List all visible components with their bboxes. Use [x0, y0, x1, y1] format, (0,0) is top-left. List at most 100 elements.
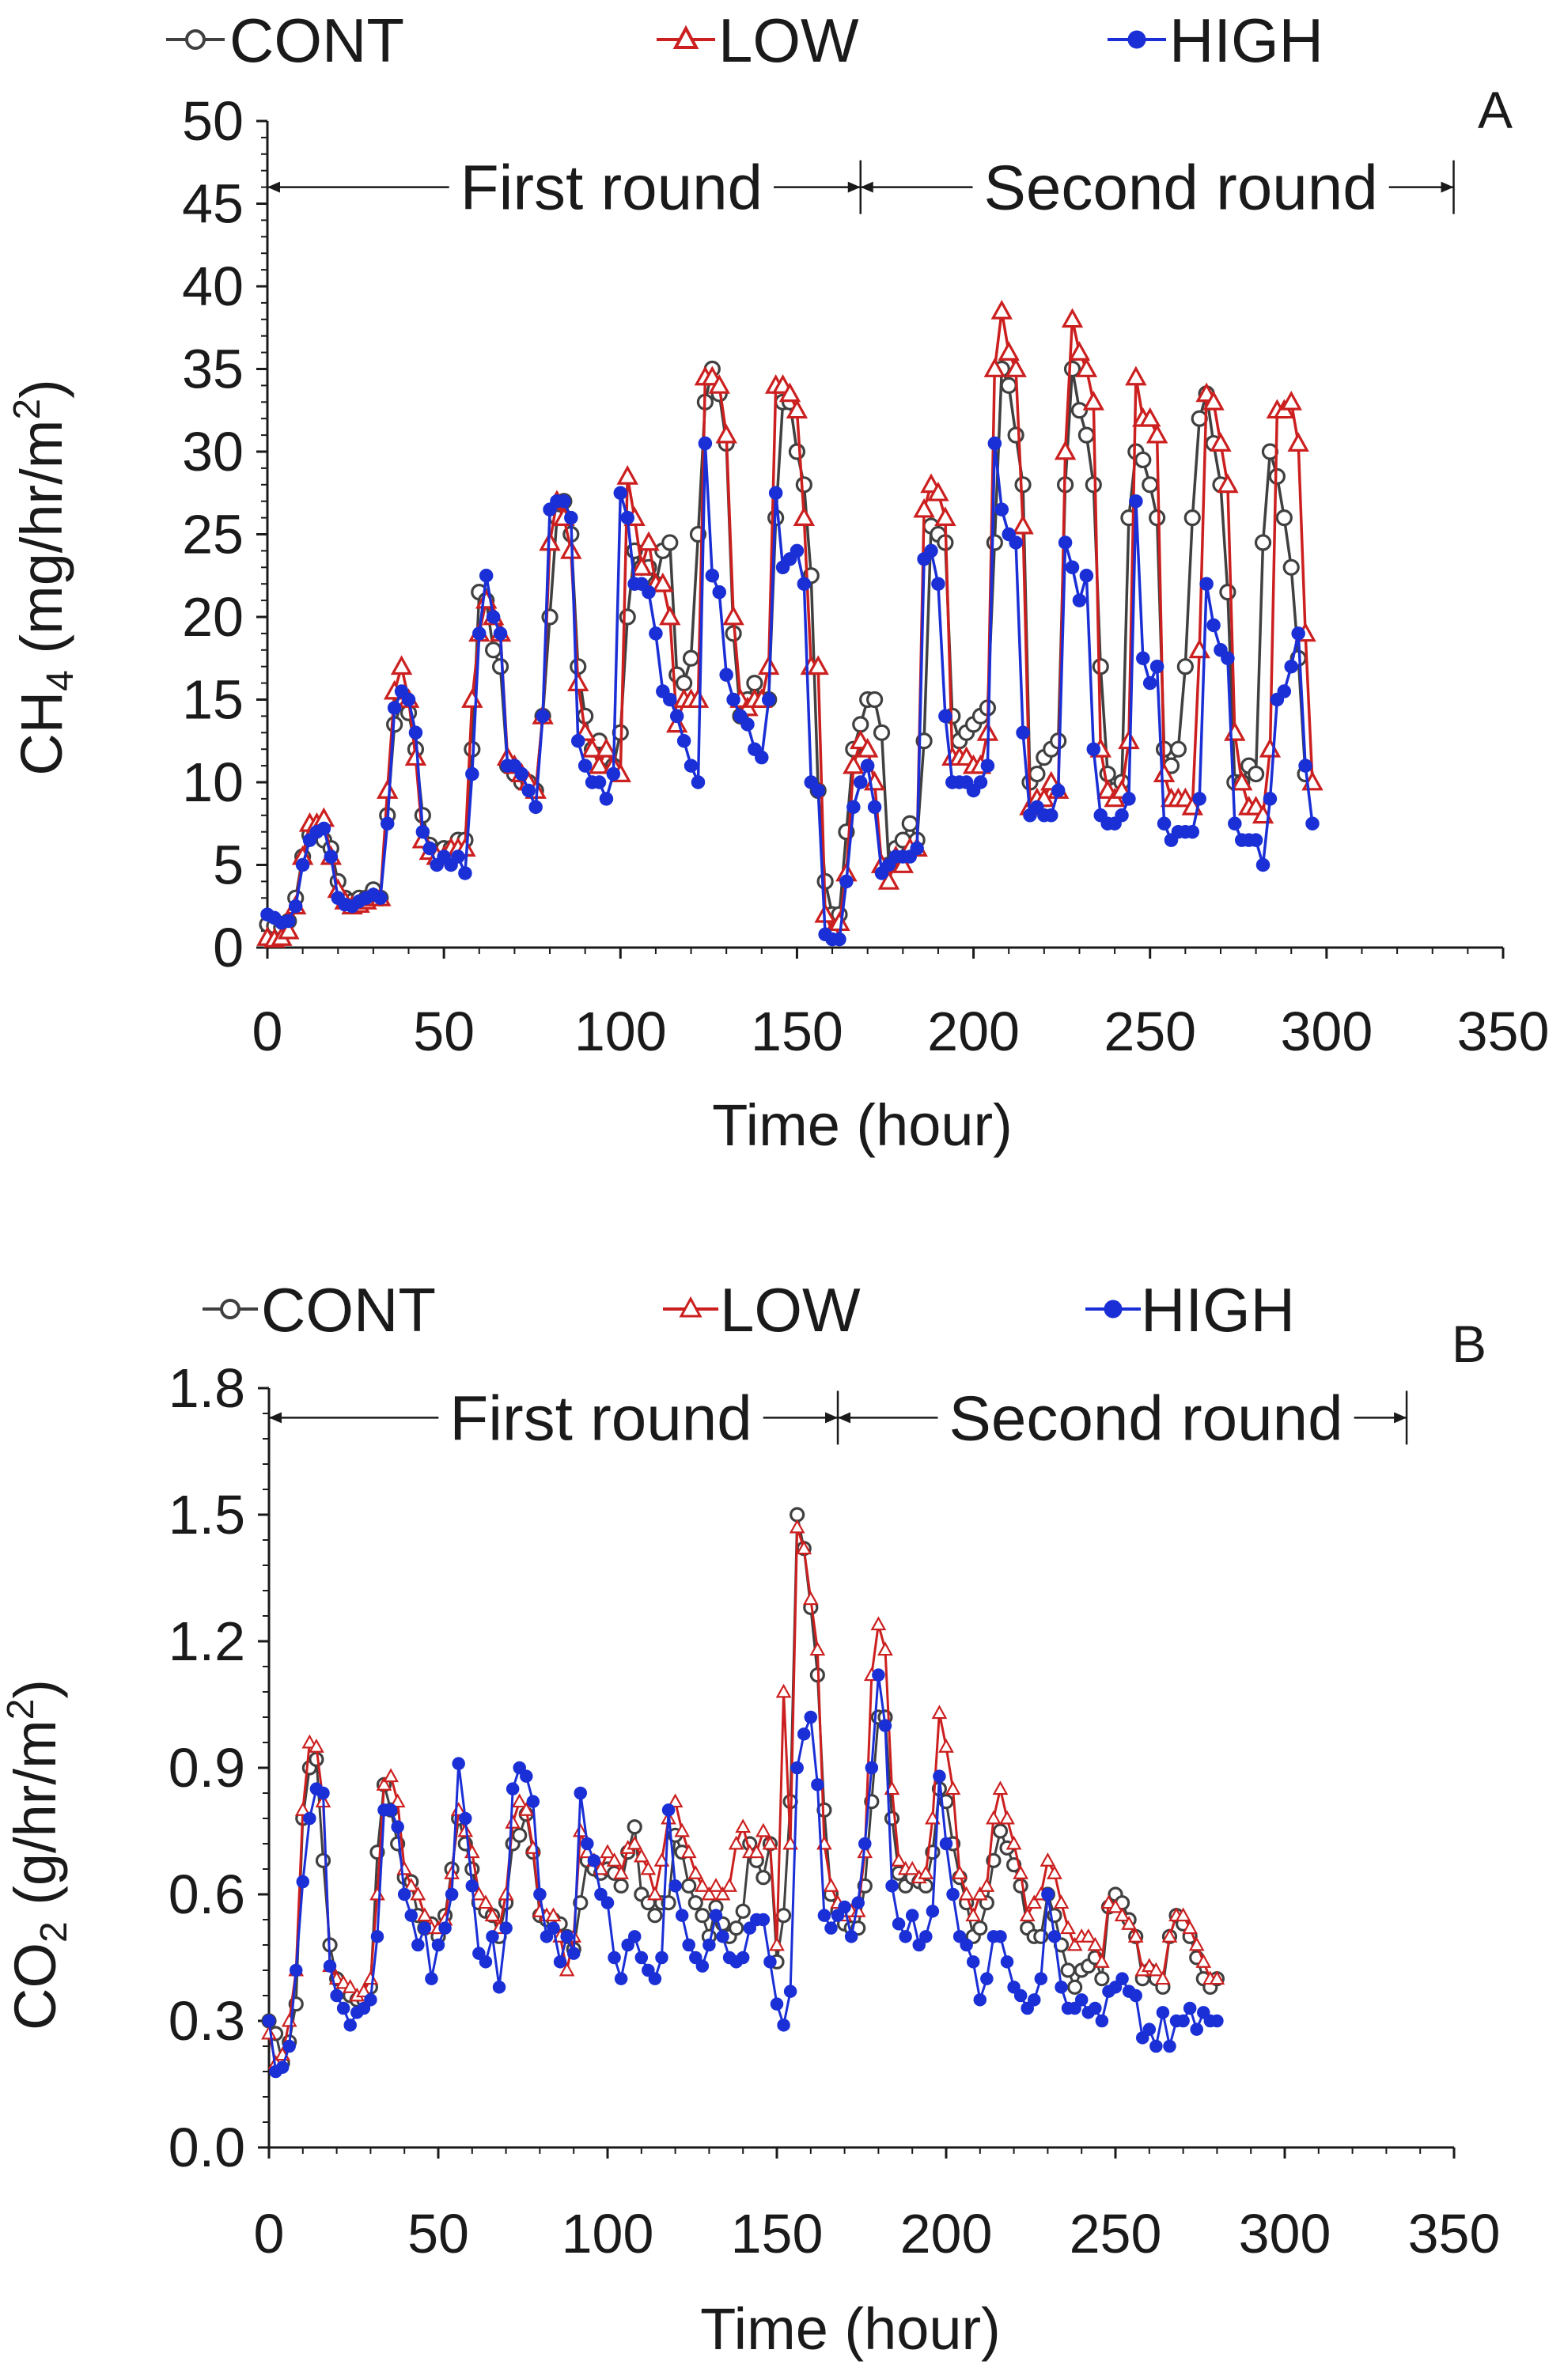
point-high-a — [514, 766, 529, 781]
point-low-b — [945, 1780, 961, 1795]
point-cont-a — [619, 608, 636, 626]
point-high-a — [1255, 857, 1271, 872]
point-high-a — [761, 692, 776, 707]
legend-a-cont-marker — [185, 29, 206, 50]
point-low-b — [796, 1540, 812, 1555]
legend-b-cont-marker — [220, 1299, 240, 1319]
point-high-a — [401, 692, 416, 707]
point-cont-b — [573, 1895, 589, 1911]
point-low-b — [511, 1793, 528, 1808]
point-cont-b — [512, 1827, 528, 1843]
point-low-b — [986, 1810, 1002, 1825]
point-cont-b — [972, 1920, 988, 1936]
point-cont-a — [1282, 558, 1300, 576]
point-high-b — [411, 1938, 425, 1952]
point-high-b — [770, 1997, 784, 2011]
point-cont-a — [1070, 402, 1089, 419]
point-low-b — [498, 1886, 514, 1901]
legend-a-high-label: HIGH — [1169, 6, 1324, 75]
x-axis-title-b: Time (hour) — [700, 2296, 1001, 2362]
point-high-a — [669, 709, 684, 724]
point-high-a — [1221, 651, 1235, 665]
point-high-a — [1199, 577, 1214, 591]
round-b-first-label: First round — [449, 1383, 752, 1453]
point-high-a — [768, 486, 783, 500]
rounds-b: First round Second round — [267, 1383, 1408, 1453]
point-low-a — [1061, 308, 1084, 328]
point-low-b — [904, 1860, 921, 1875]
x-tick-label-a: 350 — [1457, 1001, 1550, 1062]
point-high-b — [364, 1993, 377, 2007]
y-tick-label-b: 0.3 — [169, 1990, 245, 2052]
legend-a-high-marker — [1127, 30, 1146, 49]
point-low-b — [301, 1734, 318, 1749]
point-cont-a — [873, 724, 891, 741]
point-high-b — [1013, 1988, 1028, 2003]
point-low-a — [461, 688, 483, 708]
point-cont-a — [1247, 765, 1265, 783]
point-low-b — [396, 1860, 413, 1875]
point-low-b — [1066, 1936, 1083, 1951]
point-high-b — [553, 1955, 567, 1969]
point-high-b — [709, 1909, 723, 1922]
point-high-a — [422, 841, 437, 856]
point-high-b — [905, 1909, 919, 1922]
point-high-b — [533, 1887, 547, 1901]
round-arrowhead-b — [825, 1412, 839, 1424]
y-axis-title-b-sub: 2 — [33, 1921, 75, 1943]
point-low-b — [958, 1886, 975, 1901]
point-low-a — [913, 498, 935, 518]
panel-b: CONT LOW HIGH B 0 50 100 150 200 250 300 350 0.0… — [0, 1275, 1500, 2362]
point-high-a — [797, 577, 812, 591]
point-high-a — [691, 775, 706, 789]
point-low-a — [1075, 358, 1098, 377]
point-low-a — [708, 374, 730, 394]
point-low-b — [1026, 1894, 1043, 1909]
point-high-b — [431, 1938, 445, 1952]
point-cont-a — [1149, 509, 1166, 527]
point-high-b — [1210, 2014, 1224, 2028]
point-high-a — [938, 709, 952, 724]
point-low-a — [652, 572, 674, 592]
point-low-b — [640, 1860, 657, 1875]
point-high-b — [1028, 1993, 1041, 2007]
y-tick-label-a: 10 — [182, 751, 244, 813]
point-high-b — [689, 1951, 702, 1965]
point-high-b — [1176, 2014, 1190, 2028]
point-low-b — [1195, 1954, 1212, 1968]
legend-b-low-marker — [679, 1296, 702, 1318]
point-low-a — [1202, 391, 1225, 411]
point-high-a — [839, 874, 854, 889]
point-low-b — [545, 1907, 562, 1922]
point-high-a — [451, 849, 465, 864]
point-cont-b — [1060, 1962, 1076, 1978]
y-axis-title-b-end: ) — [2, 1679, 68, 1699]
point-high-b — [289, 1963, 303, 1977]
point-cont-b — [695, 1908, 710, 1924]
point-low-b — [979, 1878, 995, 1892]
point-high-b — [1041, 1887, 1055, 1901]
point-low-b — [1114, 1907, 1130, 1922]
point-low-a — [786, 399, 809, 419]
point-high-b — [1108, 1981, 1123, 1994]
point-high-a — [472, 626, 487, 641]
point-high-b — [262, 2014, 276, 2028]
point-high-b — [621, 1938, 634, 1952]
point-low-a — [1217, 473, 1239, 494]
point-cont-b — [1067, 1979, 1083, 1995]
point-low-a — [1259, 737, 1282, 758]
legend-a-cont-label: CONT — [229, 6, 404, 75]
point-low-b — [1155, 1970, 1171, 1985]
point-low-a — [998, 341, 1020, 361]
point-cont-a — [1063, 360, 1081, 378]
point-high-b — [668, 1879, 682, 1893]
point-low-b — [694, 1878, 710, 1892]
y-tick-label-a: 15 — [182, 669, 244, 731]
point-high-b — [627, 1930, 642, 1943]
point-high-a — [528, 800, 543, 815]
point-low-b — [721, 1878, 737, 1892]
point-low-b — [971, 1886, 988, 1901]
point-low-a — [1005, 358, 1027, 377]
y-axis-title-b-rest: (g/hr/m — [2, 1720, 68, 1921]
point-high-a — [1129, 494, 1143, 509]
